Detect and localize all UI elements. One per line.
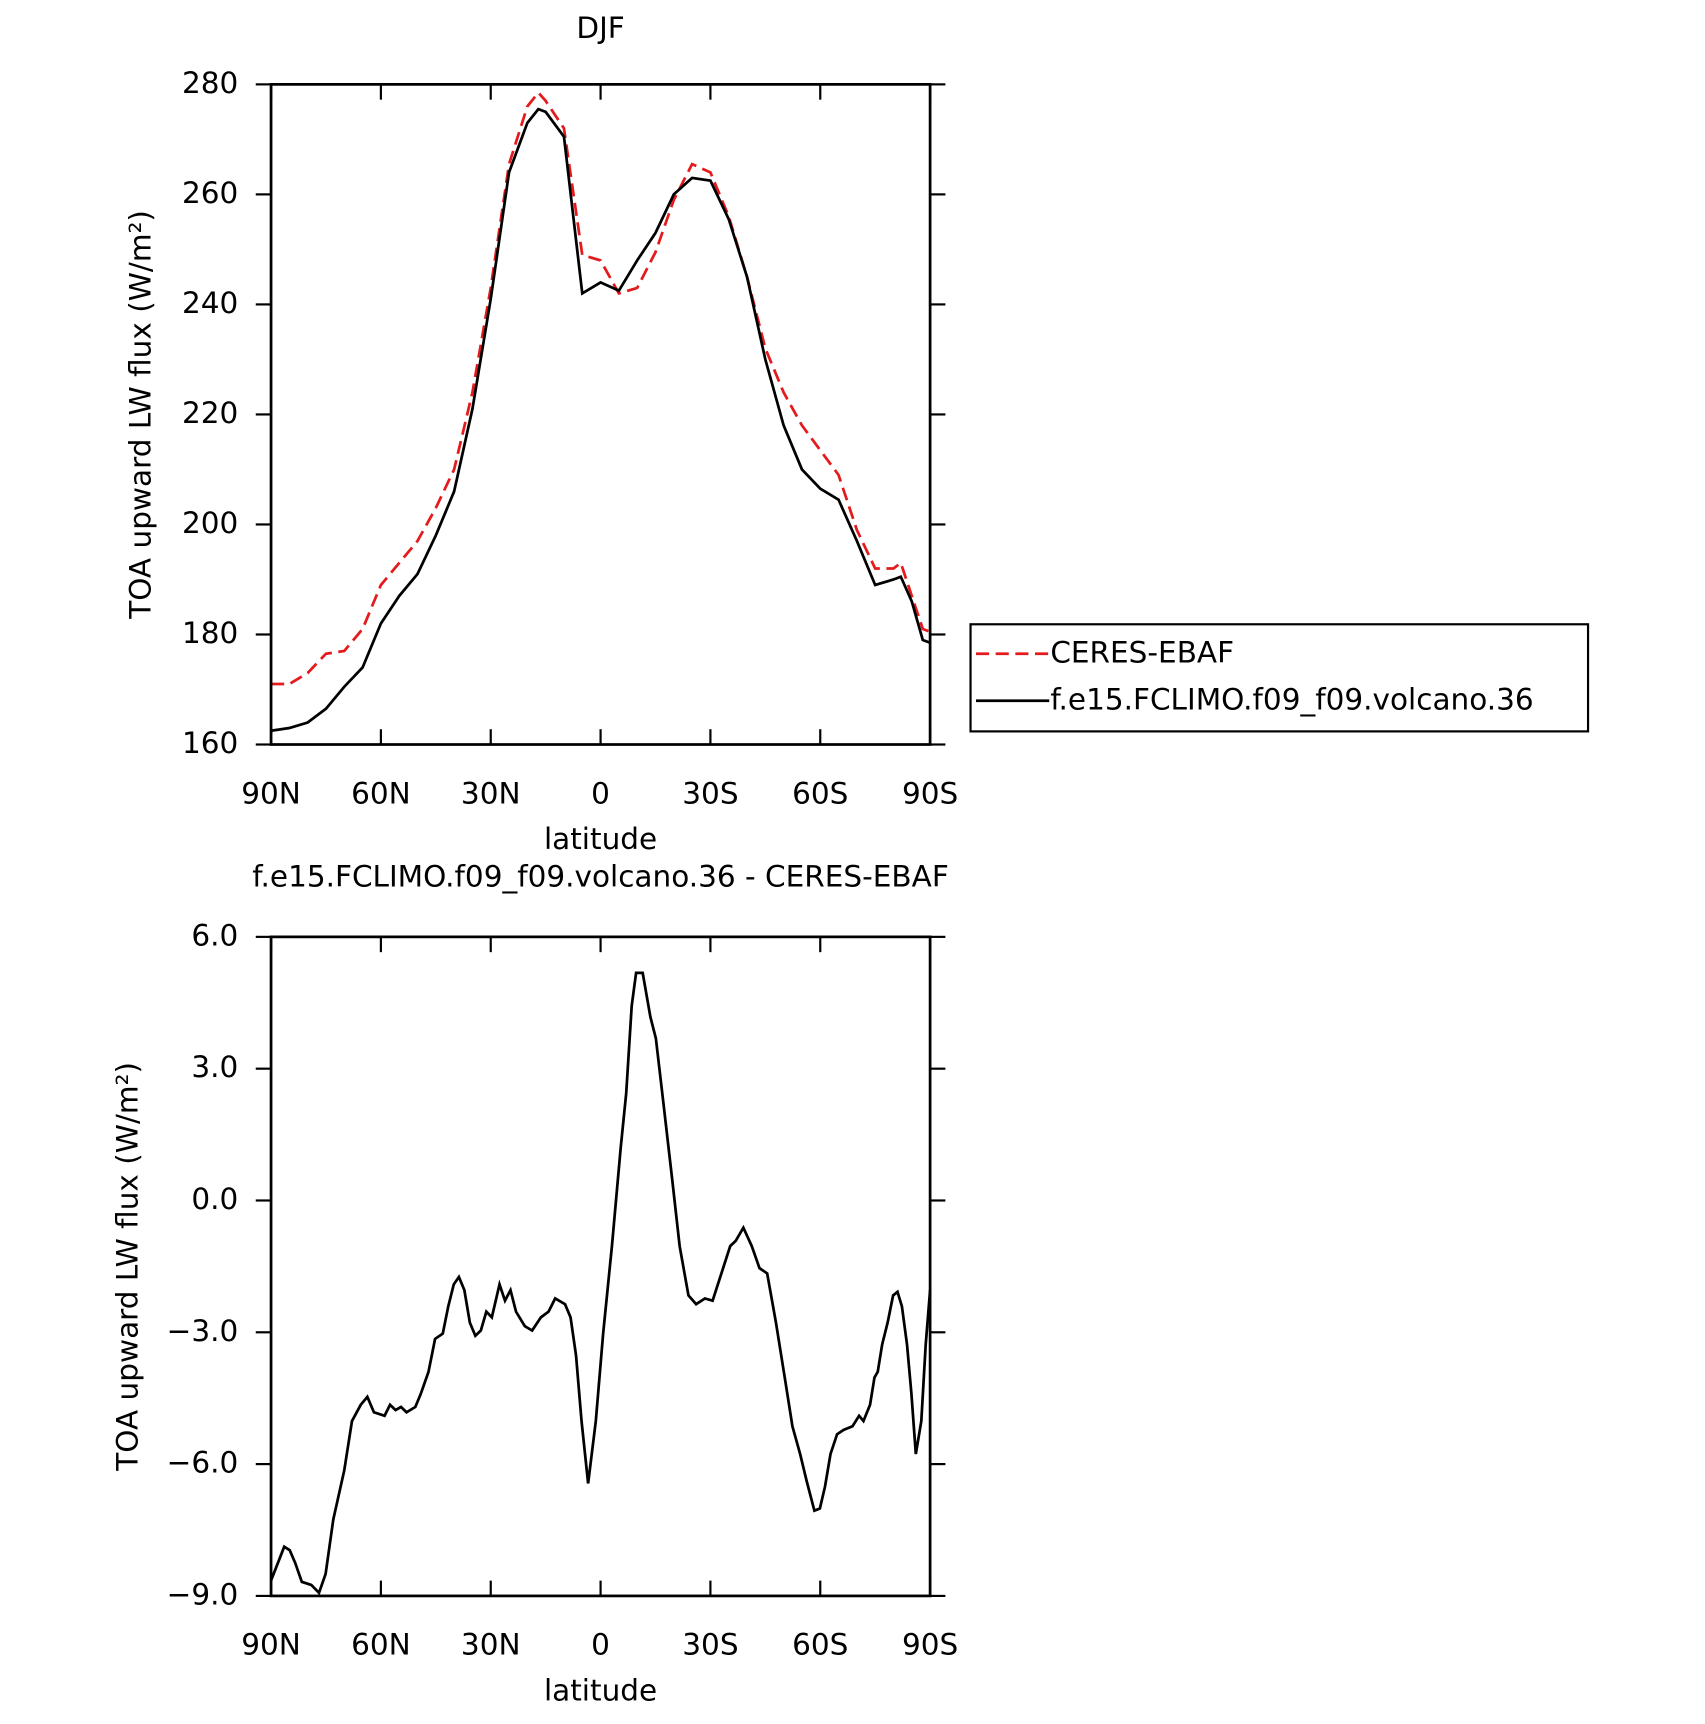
y-tick-label: 3.0 (191, 1050, 238, 1084)
x-tick-label: 30S (682, 776, 738, 810)
y-tick-label: 220 (182, 396, 238, 430)
x-tick-label: 0 (591, 776, 610, 810)
y-tick-label: −3.0 (167, 1314, 239, 1348)
x-tick-label: 90S (902, 776, 958, 810)
y-tick-label: 280 (182, 66, 238, 100)
legend-label: f.e15.FCLIMO.f09_f09.volcano.36 (1050, 682, 1533, 716)
x-tick-label: 30N (461, 776, 521, 810)
y-axis-label: TOA upward LW flux (W/m²) (124, 210, 158, 620)
x-tick-label: 60N (351, 776, 411, 810)
x-tick-label: 0 (591, 1628, 610, 1662)
y-tick-label: 260 (182, 176, 238, 210)
x-tick-label: 90N (241, 1628, 301, 1662)
y-axis-label: TOA upward LW flux (W/m²) (110, 1062, 144, 1472)
x-tick-label: 30N (461, 1628, 521, 1662)
chart-title: f.e15.FCLIMO.f09_f09.volcano.36 - CERES-… (252, 859, 949, 893)
y-tick-label: 160 (182, 726, 238, 760)
legend-label: CERES-EBAF (1050, 635, 1234, 669)
x-axis-label: latitude (544, 1674, 657, 1708)
x-tick-label: 60S (792, 776, 848, 810)
plot-frame (269, 935, 932, 1598)
data-line (269, 971, 932, 1596)
plot-frame (269, 83, 932, 746)
y-tick-label: −9.0 (167, 1577, 239, 1611)
x-tick-label: 90S (902, 1628, 958, 1662)
x-tick-label: 60S (792, 1628, 848, 1662)
x-tick-label: 30S (682, 1628, 738, 1662)
y-tick-label: 200 (182, 506, 238, 540)
y-tick-label: 6.0 (191, 918, 238, 952)
data-line (270, 107, 931, 733)
chart-title: DJF (576, 11, 624, 45)
x-axis-label: latitude (544, 822, 657, 856)
y-tick-label: 240 (182, 286, 238, 320)
x-tick-label: 90N (241, 776, 301, 810)
y-tick-label: 180 (182, 616, 238, 650)
legend-box (969, 623, 1590, 733)
y-tick-label: 0.0 (191, 1182, 238, 1216)
x-tick-label: 60N (351, 1628, 411, 1662)
data-line (271, 90, 931, 686)
y-tick-label: −6.0 (167, 1446, 239, 1480)
